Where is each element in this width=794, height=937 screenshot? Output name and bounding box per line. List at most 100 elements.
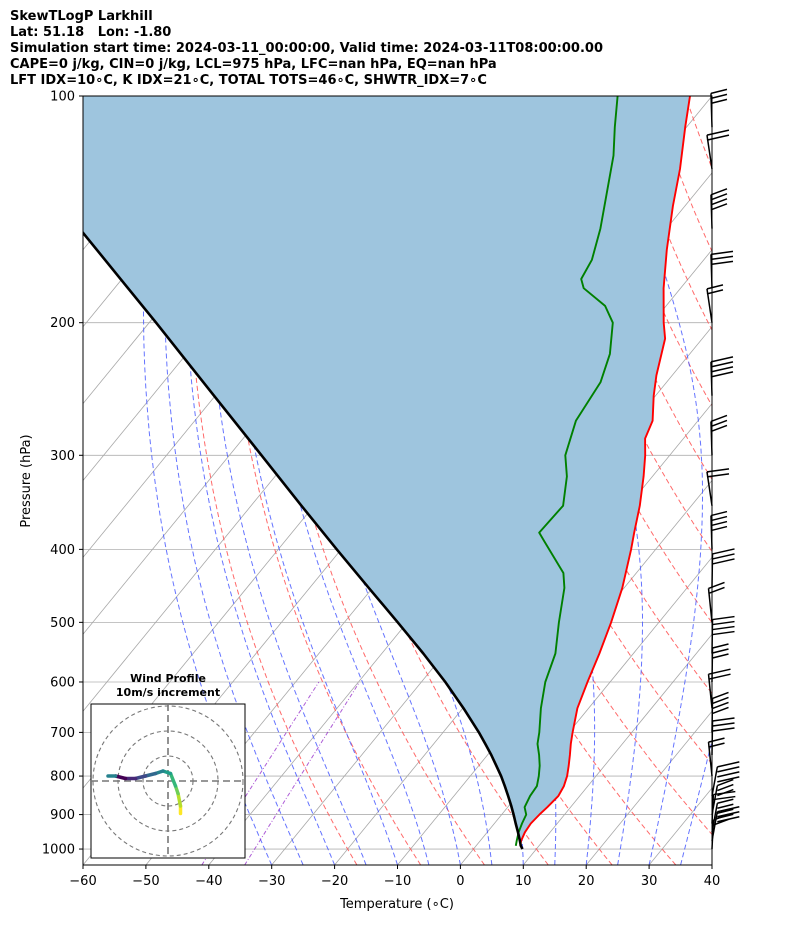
barb-flag [712,696,729,705]
barb-staff [711,698,714,733]
wind-barb [710,250,734,289]
barb-flag [710,188,728,196]
barb-staff [711,803,719,833]
wind-barb [711,778,734,815]
barb-staff [711,553,714,588]
parcel-profile-line [83,230,524,850]
barb-flag [717,788,734,797]
barb-flag [710,198,728,206]
barb-flag [708,581,725,590]
barb-staff [707,674,713,709]
barb-flag [710,250,734,256]
dry-adiabat [718,96,794,865]
barb-flag [717,806,740,813]
barb-flag [712,620,735,626]
dry-adiabat [751,96,794,865]
barb-staff [711,648,714,682]
chart-title: SkewTLogP Larkhill [10,9,153,24]
y-tick-label: 700 [50,726,75,741]
barb-flag [717,766,740,773]
barb-flag [712,648,729,654]
wind-barb [711,548,735,588]
moist-adiabat [680,738,712,865]
barb-flag [708,586,725,595]
barb-flag [712,717,735,722]
x-tick-label: 30 [641,874,658,889]
y-tick-label: 1000 [42,843,75,858]
wind-barb [710,414,728,456]
y-tick-label: 200 [50,316,75,331]
barb-staff [711,785,719,815]
y-tick-label: 300 [50,449,75,464]
x-tick-label: −40 [195,874,222,889]
barb-flag [717,761,740,768]
barb-flag [710,510,728,517]
y-tick-label: 600 [50,675,75,690]
y-tick-label: 100 [50,90,75,105]
isotherm-line [711,864,712,865]
barb-flag [708,742,725,748]
dry-adiabat [685,96,712,170]
barb-flag [706,284,724,290]
barb-flag [712,653,729,659]
wind-barb [706,468,730,506]
barb-staff [707,588,713,623]
cin-shading [83,96,690,849]
barb-flag [706,473,730,478]
barb-flag [717,771,740,778]
barb-flag [708,737,725,743]
barb-flag [713,795,736,801]
wind-barb [710,510,728,550]
x-tick-label: 20 [578,874,595,889]
location-line: Lat: 51.18 Lon: -1.80 [10,25,172,40]
barb-flag [717,783,734,792]
barb-flag [710,356,734,363]
x-axis-label: Temperature (∘C) [339,897,454,912]
barb-flag [710,255,734,261]
dry-adiabat [359,96,677,865]
barb-staff [711,766,719,797]
barb-staff [706,288,713,323]
wind-barb [711,643,729,682]
barb-flag [712,615,735,621]
barb-flag [710,93,728,100]
barb-flag [717,808,734,815]
time-line: Simulation start time: 2024-03-11_00:00:… [10,41,603,56]
barb-staff [710,194,713,229]
barb-flag [712,706,729,715]
hodograph-segment [168,771,178,788]
barb-staff [707,742,713,777]
inset-title-line: Wind Profile [130,672,206,685]
barb-staff [711,619,714,654]
barb-flag [717,816,740,823]
barb-flag [710,98,728,105]
wind-barb [707,737,725,777]
barb-flag [710,414,728,423]
indices-line: LFT IDX=10∘C, K IDX=21∘C, TOTAL TOTS=46∘… [10,73,487,88]
barb-flag [712,558,735,565]
barb-staff [706,135,713,170]
barb-flag [706,134,730,141]
isotherm-line [585,710,712,865]
moist-adiabat [711,863,712,865]
inset-title-line: 10m/s increment [116,686,220,699]
barb-flag [706,289,724,295]
wind-barb [707,581,725,623]
x-tick-label: −30 [258,874,285,889]
y-tick-label: 800 [50,770,75,785]
x-tick-label: −50 [132,874,159,889]
x-tick-label: −60 [69,874,96,889]
barb-flag [710,515,728,522]
barb-flag [717,813,734,820]
y-tick-label: 400 [50,543,75,558]
cape-line: CAPE=0 j/kg, CIN=0 j/kg, LCL=975 hPa, LF… [10,57,497,72]
x-tick-label: −10 [384,874,411,889]
dry-adiabat [652,96,712,253]
wind-barb [711,691,729,733]
x-tick-label: 40 [704,874,721,889]
x-tick-label: 0 [456,874,464,889]
wind-barb [711,615,735,654]
wind-barbs [706,88,740,850]
